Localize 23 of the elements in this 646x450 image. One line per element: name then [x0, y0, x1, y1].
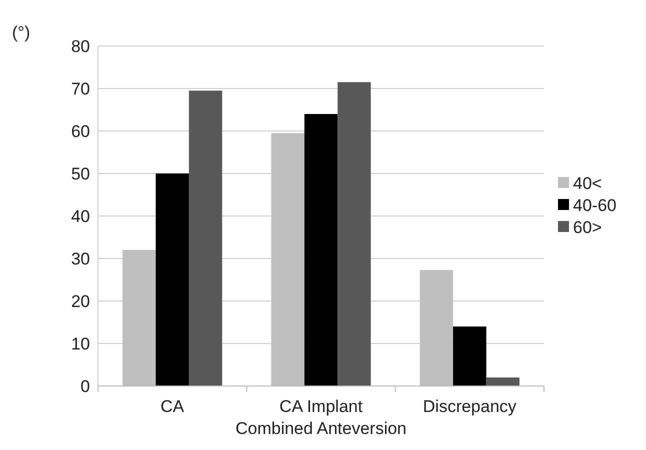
x-tick-label: CA	[160, 397, 185, 416]
bar	[453, 326, 486, 386]
y-tick-label: 60	[71, 122, 90, 141]
x-tick-label: CA Implant	[279, 397, 363, 416]
y-tick-label: 0	[80, 376, 90, 396]
bar	[188, 90, 222, 386]
y-tick-label: 40	[71, 206, 90, 226]
y-tick-label: 80	[71, 36, 90, 56]
y-tick-label: 30	[71, 249, 90, 268]
y-tick-label: 50	[71, 164, 90, 184]
bar	[338, 82, 371, 386]
bar	[304, 114, 338, 386]
x-axis-title: Combined Anteversion	[235, 419, 407, 438]
y-tick-label: 70	[71, 79, 90, 98]
y-tick-label: 10	[71, 334, 90, 354]
legend-label: 40-60	[573, 196, 616, 215]
bar	[486, 378, 520, 386]
y-tick-label: 20	[71, 292, 90, 311]
bar	[156, 174, 189, 386]
legend-label: 40<	[573, 174, 602, 193]
legend-label: 60>	[573, 218, 602, 237]
y-axis-title: (°)	[12, 23, 30, 42]
x-tick-label: Discrepancy	[422, 397, 517, 416]
